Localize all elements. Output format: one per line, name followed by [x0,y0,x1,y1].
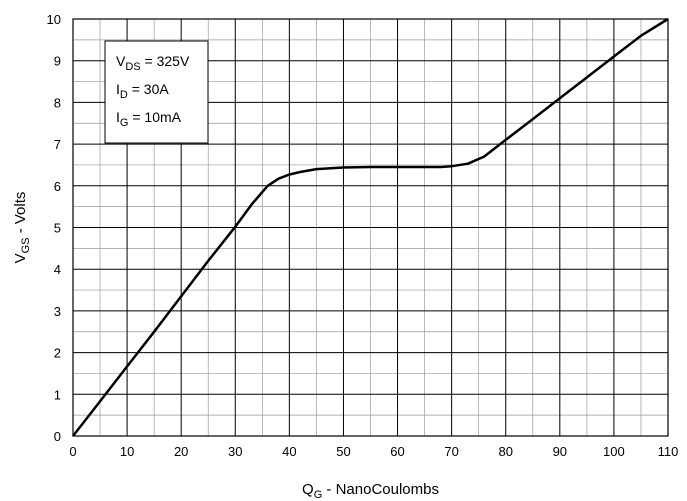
y-tick-label: 10 [47,12,61,27]
y-tick-label: 2 [54,346,61,361]
legend-entry: IG = 10mA [116,109,182,129]
x-tick-label: 10 [120,444,134,459]
legend-box: VDS = 325V ID = 30A IG = 10mA [104,40,209,144]
x-tick-label: 40 [282,444,296,459]
gate-charge-curve [72,17,669,437]
y-tick-label: 1 [54,387,61,402]
x-tick-label: 90 [553,444,567,459]
legend-entry: VDS = 325V [116,53,190,73]
x-axis-title: QG - NanoCoulombs [302,481,439,501]
y-tick-label: 7 [54,137,61,152]
minor-grid [73,19,668,436]
y-axis-title-rest: - Volts [12,192,29,238]
y-axis-title-sub: GS [20,237,32,253]
y-axis-title-main: V [12,253,29,263]
legend-entry: ID = 30A [116,81,169,101]
x-tick-label: 0 [69,444,76,459]
y-tick-label: 0 [54,429,61,444]
x-tick-label: 60 [390,444,404,459]
y-tick-label: 8 [54,95,61,110]
x-tick-label: 100 [603,444,625,459]
y-tick-label: 4 [54,262,61,277]
y-tick-label: 5 [54,221,61,236]
legend-frame [104,40,209,144]
plot-frame [72,18,669,437]
x-tick-label: 80 [498,444,512,459]
x-tick-label: 110 [658,444,679,459]
x-axis-title-rest: - NanoCoulombs [322,481,439,498]
y-tick-labels: 0 1 2 3 4 5 6 7 8 9 10 [47,12,61,444]
x-tick-label: 70 [444,444,458,459]
y-tick-label: 6 [54,179,61,194]
y-tick-label: 3 [54,304,61,319]
y-tick-label: 9 [54,54,61,69]
x-tick-label: 30 [228,444,242,459]
x-axis-title-main: Q [302,481,314,498]
x-axis-title-sub: G [314,489,323,501]
x-tick-labels: 0 10 20 30 40 50 60 70 80 90 100 110 [69,444,678,459]
x-tick-label: 50 [336,444,350,459]
y-axis-title: VGS - Volts [12,192,32,264]
x-tick-label: 20 [174,444,188,459]
